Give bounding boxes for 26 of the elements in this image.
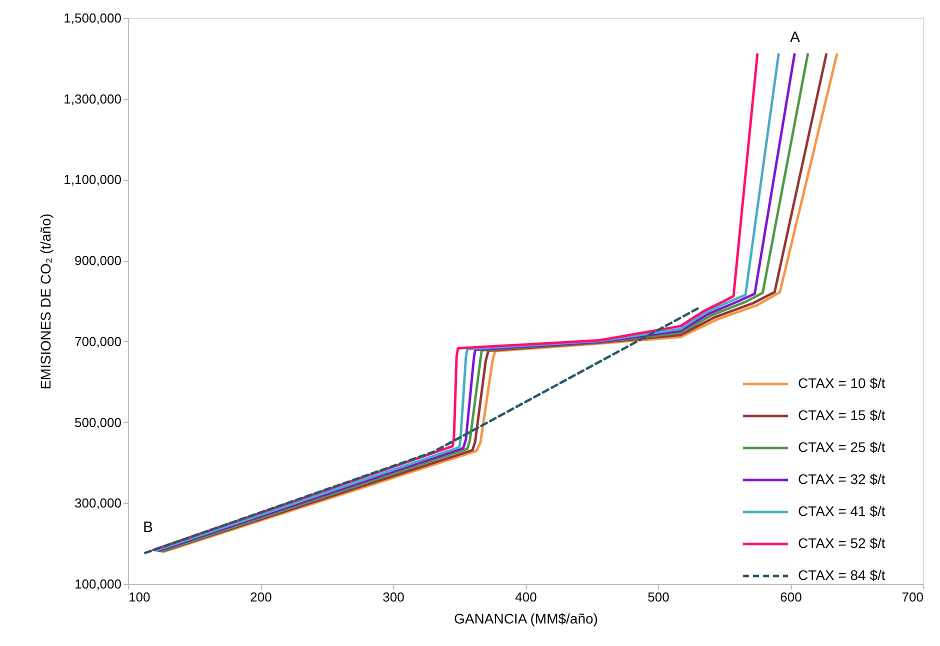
x-tick-label: 700 [902, 590, 924, 604]
x-axis-title: GANANCIA (MM$/año) [454, 610, 598, 626]
legend-label: CTAX = 15 $/t [798, 407, 886, 423]
legend-label: CTAX = 25 $/t [798, 439, 886, 455]
annotation: A [790, 29, 800, 46]
legend-label: CTAX = 10 $/t [798, 375, 886, 391]
y-tick-label: 1,100,000 [64, 172, 122, 188]
y-axis-title: EMISIONES DE CO₂ (t/año) [38, 214, 54, 390]
x-tick-label: 300 [382, 590, 404, 604]
x-tick-label: 200 [250, 590, 272, 604]
x-tick-label: 100 [128, 590, 150, 604]
y-tick-label: 1,500,000 [64, 10, 122, 26]
x-tick-label: 500 [648, 590, 670, 604]
legend-label: CTAX = 32 $/t [798, 471, 886, 487]
legend-label: CTAX = 84 $/t [798, 567, 886, 583]
legend-label: CTAX = 52 $/t [798, 535, 886, 551]
annotation: B [142, 519, 154, 536]
y-tick-label: 500,000 [74, 414, 122, 430]
y-tick-label: 900,000 [74, 253, 122, 268]
x-tick-label: 400 [515, 590, 537, 604]
x-tick-label: 600 [780, 590, 802, 604]
y-tick-label: 300,000 [74, 496, 122, 511]
legend-label: CTAX = 41 $/t [798, 503, 886, 519]
y-tick-label: 700,000 [74, 334, 122, 349]
y-tick-label: 100,000 [74, 576, 122, 592]
y-tick-label: 1,300,000 [64, 91, 122, 106]
